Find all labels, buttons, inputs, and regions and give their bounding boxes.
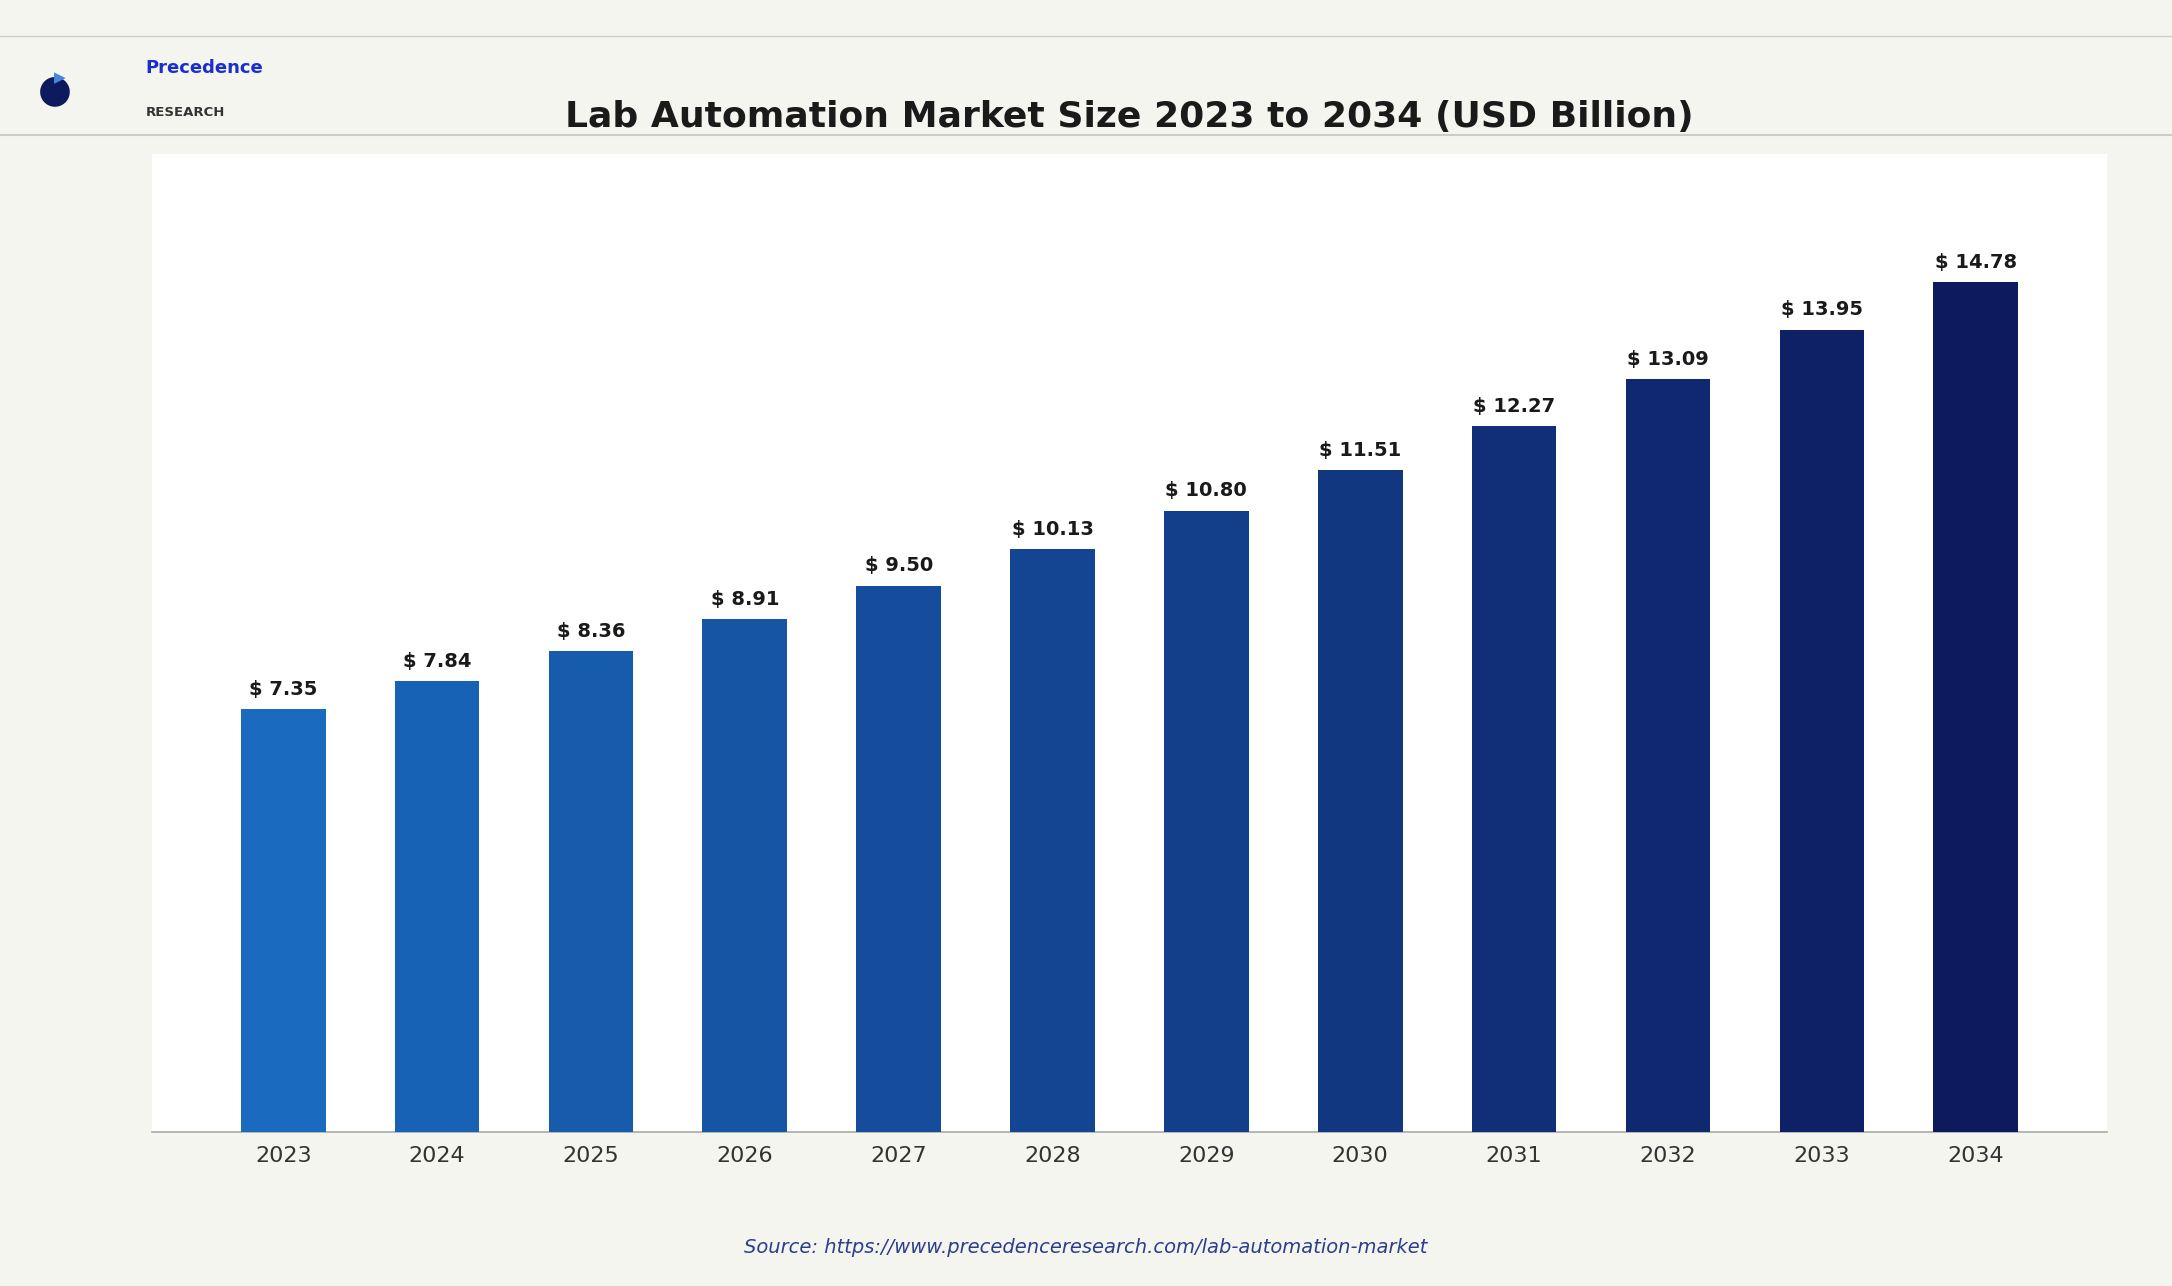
Text: $ 11.51: $ 11.51 [1318, 441, 1401, 459]
Text: $ 8.36: $ 8.36 [556, 621, 626, 640]
Text: RESEARCH: RESEARCH [146, 105, 226, 118]
Text: $ 14.78: $ 14.78 [1935, 252, 2018, 271]
Text: $ 13.95: $ 13.95 [1781, 301, 1864, 319]
Text: $ 7.84: $ 7.84 [402, 652, 471, 670]
Text: $ 12.27: $ 12.27 [1473, 397, 1555, 415]
Bar [1318, 469, 1403, 1132]
Text: $ 13.09: $ 13.09 [1627, 350, 1709, 369]
Text: $ 9.50: $ 9.50 [864, 556, 932, 575]
Bar [395, 682, 480, 1132]
Text: $ 10.80: $ 10.80 [1166, 481, 1247, 500]
Text: ▶: ▶ [54, 69, 65, 85]
Bar [1010, 549, 1095, 1132]
Text: $ 7.35: $ 7.35 [250, 680, 317, 698]
Bar [1625, 379, 1709, 1132]
Bar [1779, 329, 1864, 1132]
Title: Lab Automation Market Size 2023 to 2034 (USD Billion): Lab Automation Market Size 2023 to 2034 … [565, 99, 1694, 134]
Text: $ 10.13: $ 10.13 [1012, 520, 1093, 539]
Text: Precedence: Precedence [146, 59, 263, 77]
Text: ●: ● [37, 71, 72, 109]
Bar [1473, 426, 1557, 1132]
Bar [550, 651, 634, 1132]
Text: $ 8.91: $ 8.91 [710, 590, 780, 610]
Text: Source: https://www.precedenceresearch.com/lab-automation-market: Source: https://www.precedenceresearch.c… [745, 1238, 1427, 1256]
Bar [702, 620, 786, 1132]
Bar [241, 709, 326, 1132]
Bar [1164, 511, 1249, 1132]
Bar [856, 585, 940, 1132]
Bar [1933, 282, 2018, 1132]
